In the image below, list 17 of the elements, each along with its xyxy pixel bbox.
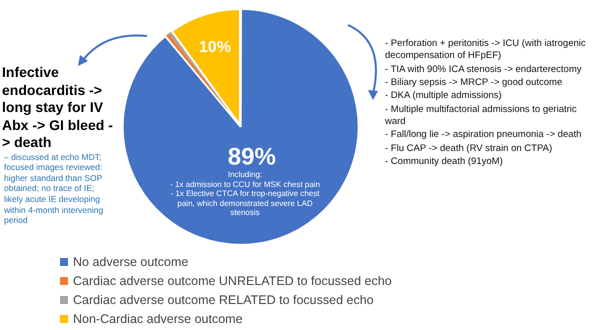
legend-label: Non-Cardiac adverse outcome <box>73 312 243 326</box>
text: - Perforation + peritonitis -> ICU (with iatrogenic decompensation of HFpEF) <box>385 38 587 63</box>
data-label: 89% <box>228 143 276 170</box>
text: - Fall/long lie -> aspiration pneumonia -> death <box>385 129 582 142</box>
data-label: 10% <box>198 39 231 56</box>
text: Including: - 1x admission to CCU for MSK chest pain - 1x Elective CTCA for trop-negative chest pain, which demonstrated severe LAD stenosis <box>170 170 320 218</box>
legend-label: Cardiac adverse outcome RELATED to focussed echo <box>73 292 374 306</box>
legend-label: No adverse outcome <box>73 254 188 268</box>
text: - TIA with 90% ICA stenosis -> endarterectomy <box>385 64 583 76</box>
text: Infective endocarditis -> long stay for IV Abx -> GI bleed -> death <box>2 64 114 152</box>
text: - Biliary sepsis -> MRCP -> good outcome <box>385 77 564 90</box>
text: - Community death (91yoM) <box>385 156 504 168</box>
text: - Flu CAP -> death (RV strain on CTPA) <box>385 142 554 156</box>
text: – discussed at echo MDT; focused images reviewed: higher standard than SOP obtained; no trace of IE; likely acute IE developing within 4-month intervening period <box>4 152 104 226</box>
text: - DKA (multiple admissions) <box>385 90 503 103</box>
text: - Multiple multifactorial admissions to geriatric ward <box>385 104 578 128</box>
legend-label: Cardiac adverse outcome UNRELATED to focussed echo <box>73 274 392 288</box>
